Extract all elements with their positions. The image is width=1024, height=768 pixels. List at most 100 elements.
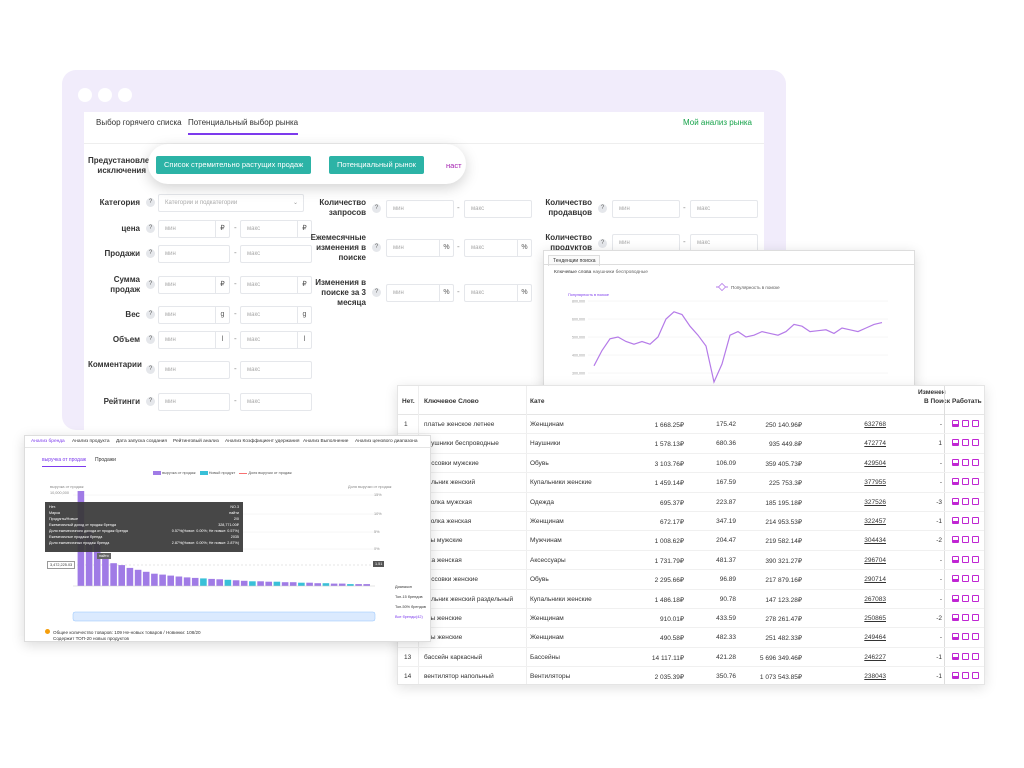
chart-icon[interactable]: [952, 420, 959, 427]
table-row[interactable]: нсы женские Женщинам 490.58₽ 482.33 251 482.…: [398, 628, 984, 648]
help-icon[interactable]: ?: [146, 280, 155, 289]
chart-icon[interactable]: [952, 458, 959, 466]
tab-price-range[interactable]: Анализ ценового диапазона: [355, 439, 418, 444]
doc-icon[interactable]: [972, 536, 979, 544]
table-row[interactable]: 13 бассейн каркасный Бассейны 14 117.11₽ 421…: [398, 648, 984, 668]
help-icon[interactable]: ?: [146, 249, 155, 258]
brand-bar[interactable]: [338, 583, 346, 586]
requests-max-input[interactable]: макс: [464, 200, 532, 218]
chart-icon[interactable]: [952, 478, 959, 486]
table-row[interactable]: пальник женский Купальники женские 1 459.1…: [398, 473, 984, 493]
table-row[interactable]: наушники беспроводные Наушники 1 578.13₽ 68…: [398, 434, 984, 454]
tab-hot-list[interactable]: Выбор горячего списка: [96, 118, 182, 127]
brand-bar[interactable]: [134, 569, 142, 586]
help-icon[interactable]: ?: [372, 204, 381, 213]
brand-bar[interactable]: [85, 530, 93, 586]
help-icon[interactable]: ?: [598, 204, 607, 213]
brand-bar[interactable]: [208, 578, 215, 586]
cell-requests[interactable]: 472774: [864, 440, 886, 448]
table-row[interactable]: мка женская Аксессуары 1 731.79₽ 481.37 390 …: [398, 551, 984, 571]
list-icon[interactable]: [962, 555, 969, 563]
range-all[interactable]: Все бренды(42): [395, 615, 423, 619]
list-icon[interactable]: [962, 633, 969, 641]
chart-icon[interactable]: [952, 575, 959, 583]
table-row[interactable]: рты мужские Мужчинам 1 008.62₽ 204.47 219 58…: [398, 531, 984, 551]
doc-icon[interactable]: [972, 633, 979, 641]
chart-icon[interactable]: [952, 536, 959, 544]
window-control-dot[interactable]: [78, 88, 92, 102]
brand-bar[interactable]: [151, 573, 158, 586]
cell-requests[interactable]: 250865: [864, 615, 886, 622]
subtab-revenue[interactable]: выручка от продаж: [42, 457, 87, 467]
list-icon[interactable]: [962, 614, 969, 621]
potential-market-button[interactable]: Потенциальный рынок: [329, 156, 424, 174]
brand-bar[interactable]: [273, 581, 281, 586]
change-3m-max-input[interactable]: макс%: [464, 284, 532, 302]
table-row[interactable]: рты женские Женщинам 910.01₽ 433.59 278 261.…: [398, 609, 984, 629]
doc-icon[interactable]: [972, 439, 979, 447]
doc-icon[interactable]: [972, 517, 979, 524]
requests-min-input[interactable]: мин: [386, 200, 454, 218]
cell-requests[interactable]: 304434: [864, 537, 886, 545]
brand-bar[interactable]: [232, 580, 240, 586]
category-select[interactable]: Категории и подкатегории ⌄: [158, 194, 304, 212]
chart-icon[interactable]: [952, 439, 959, 447]
list-icon[interactable]: [962, 575, 969, 583]
list-icon[interactable]: [962, 672, 969, 680]
list-icon[interactable]: [962, 439, 969, 447]
table-row[interactable]: пальник женский раздельный Купальники жен…: [398, 590, 984, 609]
comments-max-input[interactable]: макс: [240, 361, 312, 379]
brand-bar[interactable]: [110, 563, 117, 586]
brand-bar[interactable]: [314, 583, 321, 587]
help-icon[interactable]: ?: [146, 198, 155, 207]
sales-max-input[interactable]: макс: [240, 245, 312, 263]
brand-bar[interactable]: [118, 565, 125, 586]
help-icon[interactable]: ?: [146, 335, 155, 344]
brand-bar[interactable]: [347, 584, 354, 586]
doc-icon[interactable]: [972, 497, 979, 505]
list-icon[interactable]: [962, 594, 969, 602]
cell-requests[interactable]: 249464: [864, 634, 886, 642]
range-top15[interactable]: Топ-15 брендов: [395, 595, 423, 599]
cell-requests[interactable]: 238043: [864, 673, 886, 681]
range-top50[interactable]: Топ-50% брендов: [395, 605, 426, 609]
brand-bar[interactable]: [363, 584, 370, 586]
brand-bar[interactable]: [281, 582, 289, 586]
help-icon[interactable]: ?: [146, 365, 155, 374]
change-3m-min-input[interactable]: мин%: [386, 284, 454, 302]
price-min-input[interactable]: мин ₽: [158, 220, 230, 238]
doc-icon[interactable]: [972, 478, 979, 486]
brand-bar[interactable]: [355, 584, 362, 586]
brand-bar[interactable]: [249, 581, 256, 587]
brand-bar[interactable]: [322, 583, 330, 587]
sum-sales-min-input[interactable]: мин ₽: [158, 276, 230, 294]
zoom-slider[interactable]: [72, 611, 376, 622]
help-icon[interactable]: ?: [146, 224, 155, 233]
table-row[interactable]: тболка мужская Одежда 695.37₽ 223.87 185 195…: [398, 493, 984, 512]
chart-icon[interactable]: [952, 672, 959, 680]
weight-max-input[interactable]: макс g: [240, 306, 312, 324]
brand-bar[interactable]: [216, 579, 223, 586]
table-row[interactable]: 14 вентилятор напольный Вентиляторы 2 035.3…: [398, 667, 984, 684]
table-row[interactable]: россовки женские Обувь 2 295.66₽ 96.89 217 8…: [398, 570, 984, 590]
chart-icon[interactable]: [952, 555, 959, 563]
list-icon[interactable]: [962, 652, 969, 660]
brand-bar[interactable]: [224, 579, 232, 586]
chart-icon[interactable]: [952, 594, 959, 602]
chart-icon[interactable]: [952, 652, 959, 660]
brand-bar[interactable]: [175, 576, 183, 587]
doc-icon[interactable]: [972, 575, 979, 583]
cell-requests[interactable]: 429504: [864, 459, 886, 467]
brand-bar[interactable]: [298, 582, 305, 586]
price-max-input[interactable]: макс ₽: [240, 220, 312, 238]
brand-bar[interactable]: [102, 557, 109, 587]
brand-bar[interactable]: [142, 571, 150, 587]
fast-growing-sales-button[interactable]: Список стремительно растущих продаж: [156, 156, 312, 174]
table-row[interactable]: 1 платье женское летнее Женщинам 1 668.25₽ 1…: [398, 415, 984, 435]
cell-requests[interactable]: 322457: [864, 518, 886, 525]
sellers-max-input[interactable]: макс: [690, 200, 758, 218]
monthly-change-min-input[interactable]: мин%: [386, 239, 454, 257]
window-control-dot[interactable]: [98, 88, 112, 102]
tab-potential-market[interactable]: Потенциальный выбор рынка: [188, 118, 299, 135]
sellers-min-input[interactable]: мин: [612, 200, 680, 218]
